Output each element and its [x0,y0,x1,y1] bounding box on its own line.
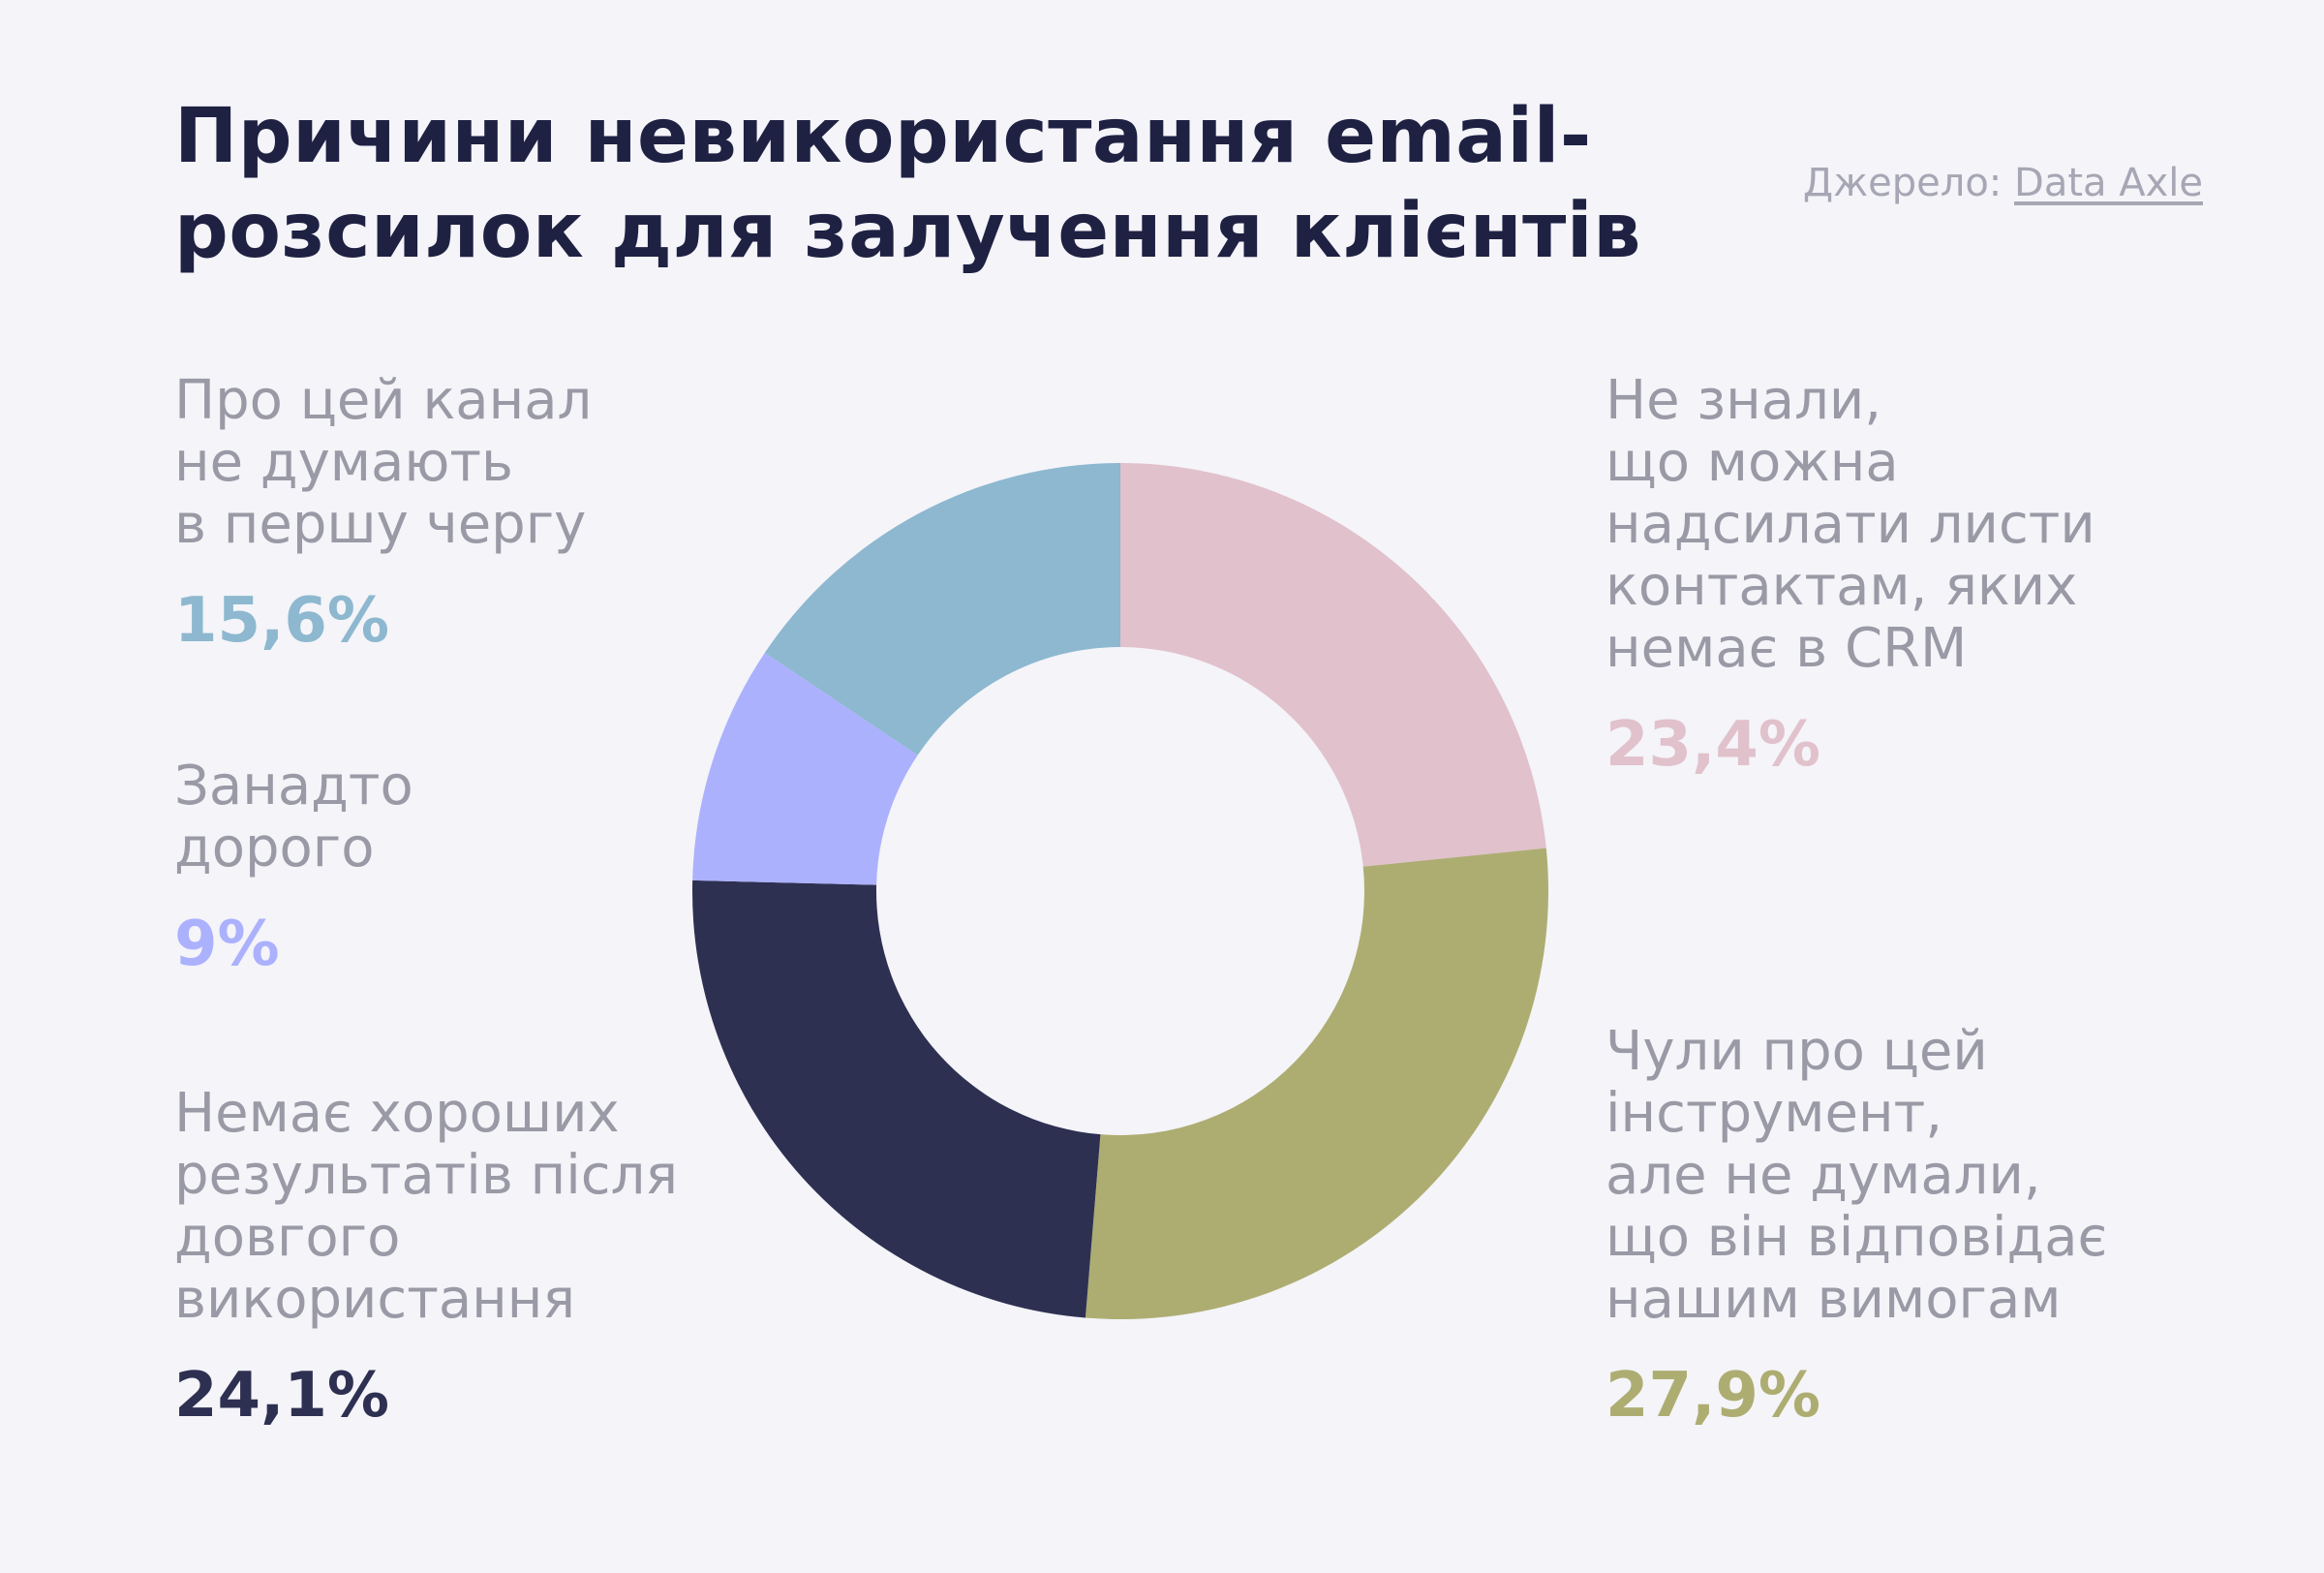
label-results-pct: 24,1% [174,1360,390,1432]
donut-slice-4 [692,652,918,885]
label-channel: Про цей канал не думають в першу чергу 1… [174,369,717,658]
donut-slice-5 [764,463,1120,756]
label-results: Немає хороших результатів після довгого … [174,1082,755,1433]
label-crm-pct: 23,4% [1605,709,1821,781]
label-tool-text: Чули про цей інструмент, але не думали, … [1605,1020,2108,1331]
label-channel-text: Про цей канал не думають в першу чергу [174,369,593,556]
chart-title: Причини невикористання email-розсилок дл… [174,93,1641,275]
label-results-text: Немає хороших результатів після довгого … [174,1082,679,1331]
label-expensive-pct: 9% [174,909,280,980]
label-crm: Не знали, що можна надсилати листи конта… [1605,369,2186,782]
source-prefix: Джерело: [1802,161,2003,205]
donut-slices [692,463,1548,1319]
donut-slice-3 [692,879,1101,1318]
label-tool-pct: 27,9% [1605,1360,1821,1432]
donut-slice-1 [1120,463,1546,867]
label-expensive: Занадто дорого 9% [174,755,717,981]
label-channel-pct: 15,6% [174,585,390,657]
label-tool: Чули про цей інструмент, але не думали, … [1605,1020,2186,1433]
source-link[interactable]: Data Axle [2014,161,2203,205]
label-crm-text: Не знали, що можна надсилати листи конта… [1605,369,2095,680]
source-attribution: Джерело: Data Axle [1803,161,2203,205]
donut-slice-2 [1085,848,1548,1319]
label-expensive-text: Занадто дорого [174,755,413,879]
